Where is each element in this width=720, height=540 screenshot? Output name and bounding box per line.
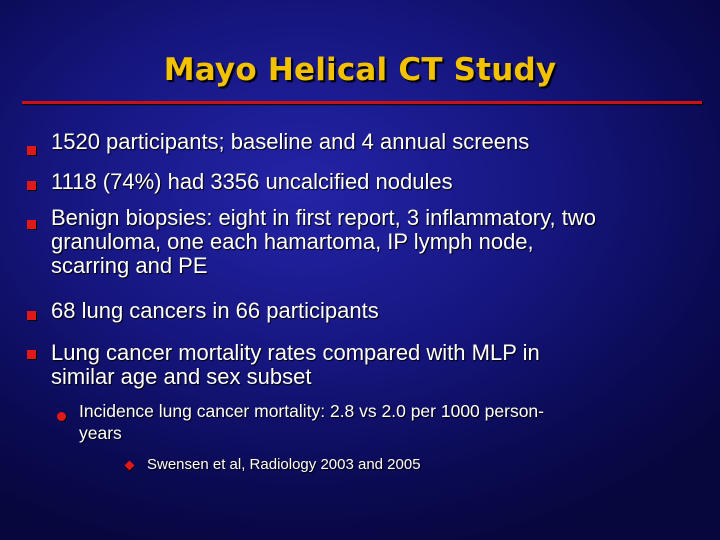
citation-text: Swensen et al, Radiology 2003 and 2005 <box>147 456 421 474</box>
bullet-line: granuloma, one each hamartoma, IP lymph … <box>51 229 534 254</box>
slide-title: Mayo Helical CT Study <box>163 52 557 88</box>
bullet-text: Benign biopsies: eight in first report, … <box>51 206 596 278</box>
bullet-line: Lung cancer mortality rates compared wit… <box>51 340 540 365</box>
square-bullet-icon <box>27 311 36 320</box>
bullet-line: Benign biopsies: eight in first report, … <box>51 205 596 230</box>
bullet-line: scarring and PE <box>51 253 208 278</box>
title-underline <box>22 101 702 104</box>
bullet-line: 1118 (74%) had 3356 uncalcified nodules <box>51 169 453 194</box>
bullet-text: 1118 (74%) had 3356 uncalcified nodules <box>51 170 453 194</box>
diamond-bullet-icon <box>124 460 135 471</box>
sub-bullet-text: Incidence lung cancer mortality: 2.8 vs … <box>79 400 544 444</box>
square-bullet-icon <box>27 146 36 155</box>
bullet-line: similar age and sex subset <box>51 364 312 389</box>
bullet-line: 1520 participants; baseline and 4 annual… <box>51 129 530 154</box>
bullet-line: 68 lung cancers in 66 participants <box>51 298 379 323</box>
sub-bullet-line: Incidence lung cancer mortality: 2.8 vs … <box>79 401 544 421</box>
sub-bullet-line: years <box>79 423 122 443</box>
square-bullet-icon <box>27 181 36 190</box>
bullet-text: 1520 participants; baseline and 4 annual… <box>51 130 529 154</box>
square-bullet-icon <box>27 220 36 229</box>
bullet-text: Lung cancer mortality rates compared wit… <box>51 341 540 389</box>
citation-line: Swensen et al, Radiology 2003 and 2005 <box>147 456 421 473</box>
bullet-text: 68 lung cancers in 66 participants <box>51 299 379 323</box>
square-bullet-icon <box>27 350 36 359</box>
round-bullet-icon <box>57 412 66 421</box>
